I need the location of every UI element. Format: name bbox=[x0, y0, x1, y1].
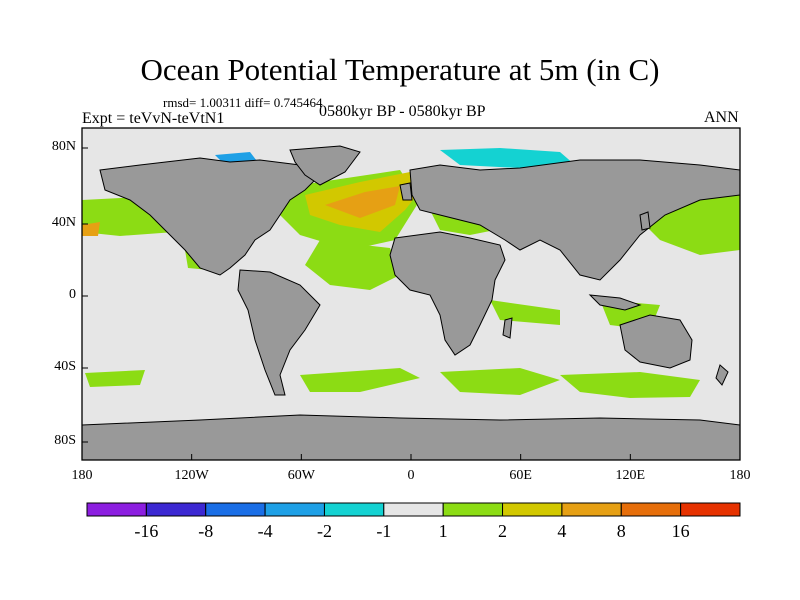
y-tick-label: 40N bbox=[51, 215, 76, 230]
y-tick-label: 80S bbox=[54, 433, 76, 448]
colorbar-swatch bbox=[323, 502, 385, 517]
colorbar-label: 16 bbox=[671, 521, 690, 541]
x-tick-label: 180 bbox=[729, 468, 751, 483]
colorbar-swatch bbox=[86, 502, 147, 517]
colorbar-label: 8 bbox=[616, 521, 626, 541]
y-tick-label: 80N bbox=[51, 139, 76, 154]
colorbar-swatch bbox=[205, 502, 266, 517]
colorbar-label: -2 bbox=[316, 521, 332, 541]
colorbar-swatch bbox=[264, 502, 325, 517]
plot-title: Ocean Potential Temperature at 5m (in C) bbox=[140, 52, 660, 87]
colorbar-swatch bbox=[680, 502, 741, 517]
x-tick-label: 120W bbox=[174, 468, 209, 483]
season-label: ANN bbox=[704, 109, 739, 126]
colorbar-swatch bbox=[502, 502, 563, 517]
x-tick-label: 120E bbox=[615, 468, 646, 483]
x-tick-label: 0 bbox=[407, 468, 415, 483]
colorbar-label: 2 bbox=[498, 521, 508, 541]
experiment-label: Expt = teVvN-teVtN1 bbox=[82, 110, 225, 127]
colorbar-swatch bbox=[620, 502, 682, 517]
colorbar-label: 1 bbox=[438, 521, 448, 541]
colorbar-swatch bbox=[442, 502, 504, 517]
land-masses bbox=[82, 145, 740, 460]
stats-text: rmsd= 1.00311 diff= 0.745464 bbox=[163, 95, 323, 110]
x-tick-label: 60E bbox=[509, 468, 532, 483]
anomaly-warm-regions bbox=[82, 172, 425, 236]
x-tick-label: 180 bbox=[71, 468, 93, 483]
x-tick-label: 60W bbox=[287, 468, 315, 483]
y-tick-label: 40S bbox=[54, 359, 76, 374]
colorbar-label: -16 bbox=[134, 521, 159, 541]
colorbar-swatch bbox=[145, 502, 207, 517]
y-tick-label: 0 bbox=[69, 287, 76, 302]
colorbar-label: -1 bbox=[376, 521, 392, 541]
period-label: 0580kyr BP - 0580kyr BP bbox=[319, 103, 486, 120]
colorbar-label: -4 bbox=[257, 521, 273, 541]
colorbar-label: 4 bbox=[557, 521, 567, 541]
colorbar-swatch bbox=[383, 502, 444, 517]
colorbar-swatch bbox=[561, 502, 622, 517]
colorbar-label: -8 bbox=[198, 521, 214, 541]
